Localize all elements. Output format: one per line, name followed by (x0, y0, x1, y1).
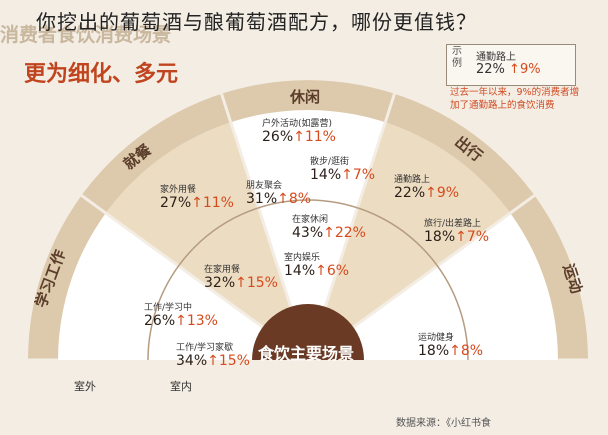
item-label: 朋友聚会 (246, 181, 283, 191)
category-leisure: 休闲 (290, 88, 321, 106)
item-home-leisure: 在家休闲 43%↑22% (292, 212, 366, 241)
item-change: ↑8% (277, 191, 312, 207)
center-label: 食饮主要场景 (258, 344, 355, 363)
item-label: 室内娱乐 (284, 253, 321, 263)
legend-label: 示例 (452, 46, 462, 69)
outer-band (28, 80, 588, 361)
item-label: 旅行/出差路上 (424, 219, 482, 229)
wedge-travel (308, 122, 511, 360)
item-label: 在家用餐 (204, 265, 241, 275)
item-value: 26% (262, 129, 294, 145)
item-label: 工作/学习家歇 (176, 343, 234, 353)
item-change: ↑7% (341, 167, 376, 183)
item-change: ↑15% (235, 275, 278, 291)
indoor-arc (147, 199, 469, 361)
data-source: 数据来源：《小红书食 (396, 418, 491, 429)
faded-header: 消费者食饮消费场景 (0, 24, 172, 46)
label-indoor: 室内 (170, 380, 192, 393)
item-value: 43% (292, 225, 324, 241)
legend-value-row: 22% ↑9% (476, 62, 541, 77)
item-walk-shopping: 散步/逛街 14%↑7% (310, 154, 375, 183)
legend-value: 22% (476, 62, 505, 77)
item-change: ↑22% (323, 225, 366, 241)
note: 过去一年以来，9%的消费者增加了通勤路上的食饮消费 (450, 87, 580, 111)
item-indoor-entertainment: 室内娱乐 14%↑6% (284, 250, 349, 279)
item-value: 31% (246, 191, 278, 207)
item-label: 工作/学习中 (144, 303, 193, 313)
item-value: 18% (418, 343, 450, 359)
wedge-dining (105, 122, 308, 360)
item-change: ↑13% (175, 313, 218, 329)
item-commute: 通勤路上 22%↑9% (394, 172, 459, 201)
item-dining-out: 家外用餐 27%↑11% (160, 182, 234, 211)
item-outdoor-activity: 户外活动(如露营) 26%↑11% (262, 116, 336, 145)
item-dining-home: 在家用餐 32%↑15% (204, 262, 278, 291)
item-change: ↑8% (449, 343, 484, 359)
item-change: ↑11% (293, 129, 336, 145)
item-label: 家外用餐 (160, 185, 197, 195)
label-outdoor: 室外 (74, 380, 96, 393)
item-value: 18% (424, 229, 456, 245)
item-friends-party: 朋友聚会 31%↑8% (246, 178, 311, 207)
item-change: ↑7% (455, 229, 490, 245)
item-value: 22% (394, 185, 426, 201)
overlay-title: 你挖出的葡萄酒与酿葡萄酒配方，哪份更值钱？ (36, 10, 477, 34)
item-change: ↑9% (425, 185, 460, 201)
item-value: 27% (160, 195, 192, 211)
center-semicircle (252, 304, 364, 360)
item-change: ↑15% (207, 353, 250, 369)
wedge-sport (308, 213, 558, 360)
item-value: 34% (176, 353, 208, 369)
legend-change: ↑9% (509, 62, 541, 77)
item-value: 14% (284, 263, 316, 279)
item-label: 在家休闲 (292, 215, 329, 225)
item-label: 通勤路上 (394, 175, 431, 185)
item-work-study-break: 工作/学习家歇 34%↑15% (176, 340, 250, 369)
item-label: 运动健身 (418, 333, 455, 343)
item-label: 散步/逛街 (310, 157, 350, 167)
item-value: 26% (144, 313, 176, 329)
item-change: ↑6% (315, 263, 350, 279)
legend-item: 通勤路上 (476, 52, 516, 63)
item-travel-business: 旅行/出差路上 18%↑7% (424, 216, 489, 245)
legend-box (446, 44, 576, 86)
item-work-study: 工作/学习中 26%↑13% (144, 300, 218, 329)
item-label: 户外活动(如露营) (262, 119, 333, 129)
subtitle: 更为细化、多元 (24, 62, 179, 87)
item-value: 32% (204, 275, 236, 291)
wedge-study-work (58, 213, 308, 360)
item-sport-fitness: 运动健身 18%↑8% (418, 330, 483, 359)
item-value: 14% (310, 167, 342, 183)
wedge-leisure (230, 109, 386, 361)
item-change: ↑11% (191, 195, 234, 211)
